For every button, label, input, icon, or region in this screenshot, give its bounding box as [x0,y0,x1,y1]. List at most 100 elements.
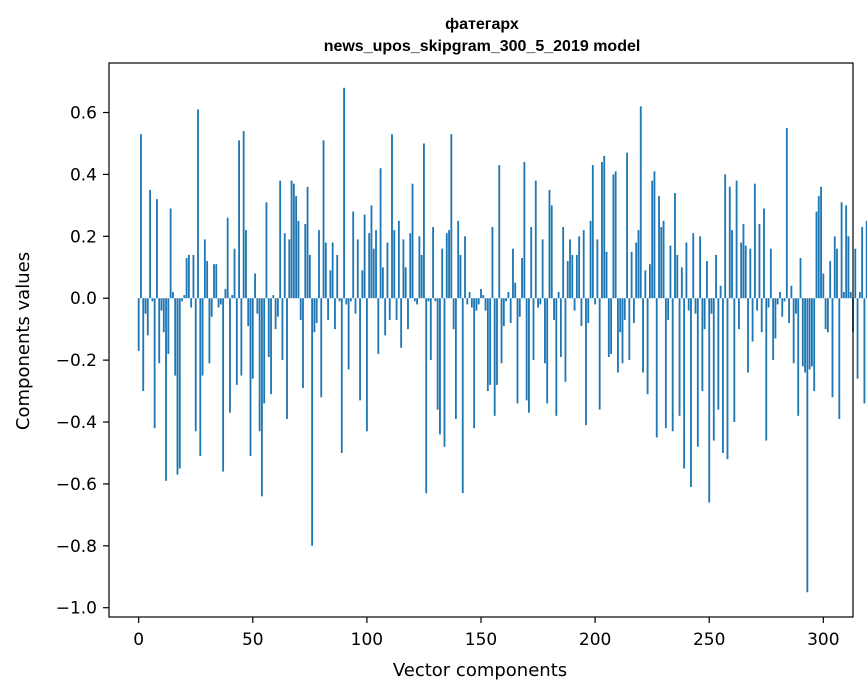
bar-288 [795,298,797,314]
bar-260 [731,230,733,299]
bar-209 [614,171,617,299]
bar-190 [571,254,574,299]
bar-31 [208,298,211,364]
bar-50 [251,298,254,379]
bar-229 [660,227,663,299]
bar-307 [838,298,841,419]
x-tick-label: 300 [807,630,839,650]
bar-3 [144,298,147,314]
bar-293 [806,298,809,593]
bar-129 [432,227,434,299]
bar-301 [824,298,827,330]
bar-197 [587,298,590,323]
bar-97 [359,298,361,401]
bar-138 [452,298,455,330]
bar-4 [146,298,149,336]
bar-56 [265,202,268,299]
x-tick-label: 250 [693,630,725,650]
y-tick-label: −0.6 [56,475,97,495]
bar-167 [518,298,521,317]
bar-68 [292,183,295,299]
bar-261 [733,298,736,423]
bar-23 [190,298,193,308]
bar-201 [596,239,599,299]
bar-19 [181,298,183,302]
bar-98 [361,270,364,299]
bar-29 [203,239,206,299]
bar-57 [267,298,270,358]
bar-244 [694,298,697,314]
bar-300 [822,273,825,299]
bar-48 [247,298,250,327]
bar-10 [160,298,163,311]
bar-203 [601,162,603,299]
bar-7 [153,298,156,429]
bar-204 [603,155,606,299]
y-axis-label: Components values [13,252,34,430]
bar-119 [409,233,412,299]
bar-228 [658,196,660,299]
bar-205 [605,251,608,299]
bar-124 [420,254,423,299]
bar-311 [847,236,850,299]
bar-111 [391,134,393,299]
bar-112 [393,230,396,299]
bar-108 [384,298,387,336]
bar-172 [530,227,533,299]
bar-308 [840,202,843,299]
bar-285 [788,298,791,323]
bar-193 [578,236,581,299]
bar-61 [276,298,279,317]
bar-196 [585,298,587,426]
bar-171 [528,298,530,413]
bar-64 [283,233,286,299]
y-tick-label: −0.8 [56,537,97,557]
bar-14 [169,208,172,299]
bar-110 [388,298,391,320]
bar-246 [699,236,702,299]
bar-240 [685,242,688,299]
bar-242 [690,298,692,488]
bar-289 [797,298,800,416]
bar-2 [142,298,145,392]
bar-166 [516,298,519,404]
bar-147 [473,298,476,429]
bar-264 [740,242,743,299]
bar-70 [297,220,300,299]
bar-12 [165,298,167,481]
bar-163 [509,298,512,323]
bar-5 [149,189,151,299]
bar-309 [842,292,845,299]
bar-145 [468,292,471,299]
bar-241 [687,298,690,311]
y-tick-label: −0.4 [56,413,97,433]
bar-247 [701,298,704,392]
bar-302 [826,298,829,333]
bar-158 [498,165,501,299]
bar-11 [162,298,165,333]
bar-255 [719,285,722,299]
bar-286 [790,285,793,299]
bar-230 [662,220,665,299]
bar-82 [324,242,327,299]
bar-268 [749,248,752,299]
bar-156 [493,298,496,416]
bar-90 [343,87,345,299]
bar-39 [226,217,229,299]
bar-269 [751,298,754,342]
bar-272 [758,223,761,299]
bar-178 [543,298,546,364]
bar-47 [245,230,247,299]
bar-157 [496,298,498,385]
chart-subtitle: news_upos_skipgram_300_5_2019 model [324,38,641,55]
bar-153 [486,298,489,392]
bar-41 [231,295,234,299]
x-tick-label: 100 [351,630,383,650]
bar-120 [411,183,414,299]
bar-173 [532,298,535,361]
x-axis-label: Vector components [393,660,567,681]
bar-66 [288,239,291,299]
chart-title: фатегарх [445,16,519,33]
bar-123 [418,236,421,299]
